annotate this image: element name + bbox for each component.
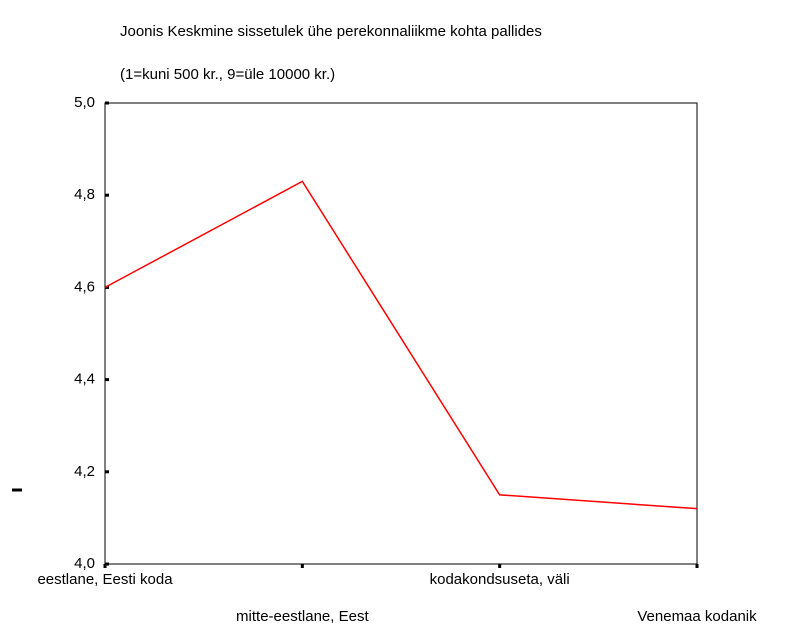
- y-tick-label: 4,0: [74, 555, 95, 572]
- x-tick-label: Venemaa kodanik: [637, 608, 757, 624]
- chart-subtitle: (1=kuni 500 kr., 9=üle 10000 kr.): [120, 66, 335, 83]
- y-tick-label: 4,4: [74, 371, 95, 388]
- y-tick-label: 4,2: [74, 463, 95, 480]
- y-tick-label: 4,6: [74, 278, 95, 295]
- plot-frame: [104, 102, 698, 565]
- chart-title: Joonis Keskmine sissetulek ühe perekonna…: [120, 23, 542, 40]
- line: [104, 180, 698, 510]
- x-tick-label: kodakondsuseta, väli: [430, 571, 570, 588]
- x-tick-label: eestlane, Eesti koda: [37, 571, 173, 588]
- x-tick-label: mitte-eestlane, Eest: [236, 608, 369, 624]
- y-tick-label: 5,0: [74, 94, 95, 111]
- y-tick-label: 4,8: [74, 186, 95, 203]
